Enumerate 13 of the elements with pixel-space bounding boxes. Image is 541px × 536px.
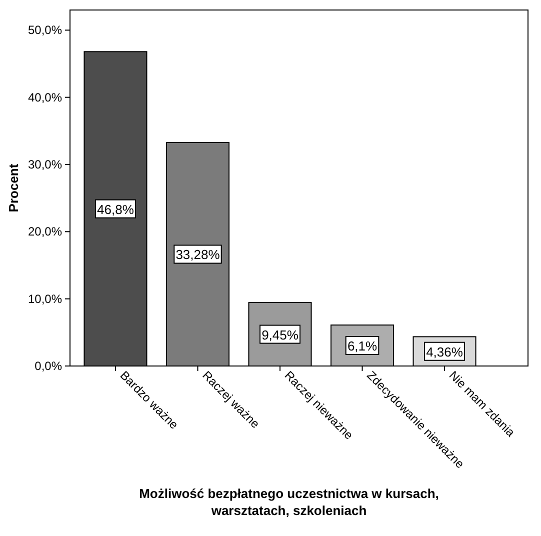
y-tick-label: 50,0% [28, 23, 62, 38]
y-tick-label: 30,0% [28, 157, 62, 172]
data-label: 33,28% [176, 247, 220, 262]
data-label: 4,36% [426, 344, 464, 360]
y-tick-label: 20,0% [28, 224, 62, 239]
data-label: 6,1% [347, 338, 378, 354]
x-axis-title: Możliwość bezpłatnego uczestnictwa w kursach, warsztatach, szkoleniach [139, 486, 439, 518]
data-label: 46,8% [97, 202, 134, 217]
y-tick-label: 0,0% [34, 359, 62, 373]
data-label: 9,45% [262, 327, 299, 342]
y-tick-label: 40,0% [28, 90, 62, 104]
y-tick-label: 10,0% [28, 292, 62, 306]
y-axis-title: Procent [6, 163, 21, 212]
